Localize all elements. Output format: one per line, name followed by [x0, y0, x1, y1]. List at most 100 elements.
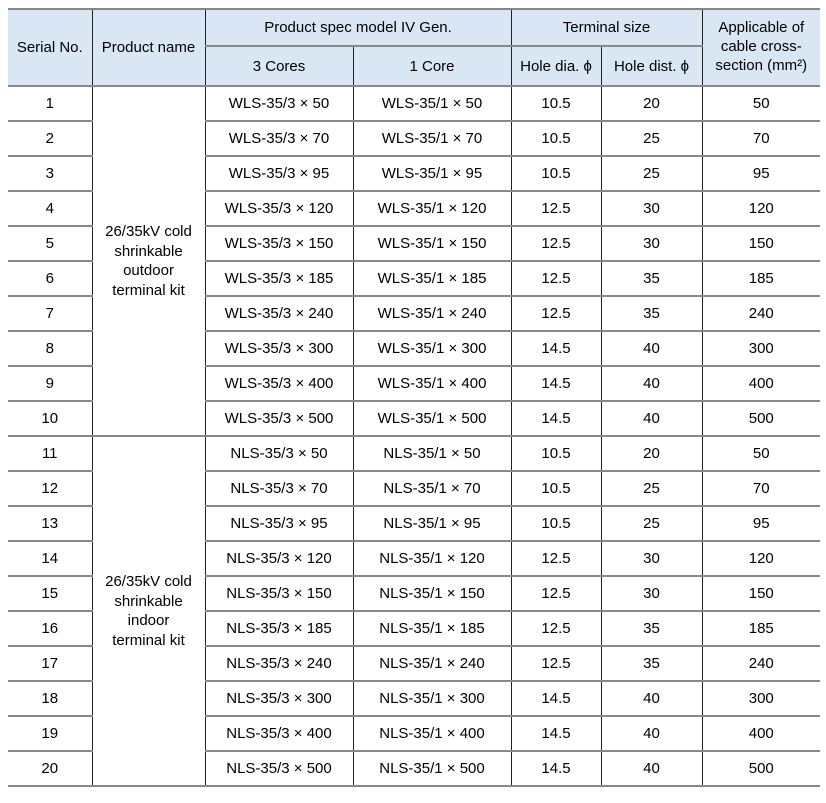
cell-hole-dist: 40 [600, 750, 703, 787]
cell-serial: 12 [8, 470, 93, 507]
table-body: 1 26/35kV cold shrinkable outdoor termin… [8, 85, 821, 787]
cell-hole-dia: 12.5 [510, 260, 602, 297]
cell-hole-dist: 25 [600, 505, 703, 542]
cell-hole-dist: 40 [600, 715, 703, 752]
cell-serial: 1 [8, 85, 93, 122]
cell-3cores-model: WLS-35/3 × 240 [204, 295, 354, 332]
header-hole-dist: Hole dist. ϕ [600, 45, 703, 87]
cell-3cores-model: WLS-35/3 × 150 [204, 225, 354, 262]
cell-cross-section: 185 [701, 260, 821, 297]
table-row: 6 WLS-35/3 × 185 WLS-35/1 × 185 12.5 35 … [8, 260, 821, 297]
cell-cross-section: 50 [701, 435, 821, 472]
cell-hole-dia: 12.5 [510, 540, 602, 577]
cell-serial: 2 [8, 120, 93, 157]
cell-cross-section: 185 [701, 610, 821, 647]
cell-serial: 11 [8, 435, 93, 472]
table-row: 11 26/35kV cold shrinkable indoor termin… [8, 435, 821, 787]
cell-serial: 6 [8, 260, 93, 297]
cell-serial: 7 [8, 295, 93, 332]
cell-1core-model: NLS-35/1 × 150 [352, 575, 512, 612]
table-row: 15 NLS-35/3 × 150 NLS-35/1 × 150 12.5 30… [8, 575, 821, 612]
cell-serial: 16 [8, 610, 93, 647]
cell-cross-section: 95 [701, 155, 821, 192]
product-spec-table: Serial No. Product name Product spec mod… [8, 8, 821, 787]
cell-cross-section: 95 [701, 505, 821, 542]
cell-cross-section: 240 [701, 645, 821, 682]
cell-hole-dist: 40 [600, 365, 703, 402]
cell-hole-dist: 25 [600, 470, 703, 507]
table-row: 1 26/35kV cold shrinkable outdoor termin… [8, 85, 821, 437]
table-row: 16 NLS-35/3 × 185 NLS-35/1 × 185 12.5 35… [8, 610, 821, 647]
cell-hole-dia: 10.5 [510, 155, 602, 192]
cell-1core-model: WLS-35/1 × 400 [352, 365, 512, 402]
cell-hole-dia: 10.5 [510, 505, 602, 542]
header-hole-dia: Hole dia. ϕ [510, 45, 602, 87]
cell-3cores-model: NLS-35/3 × 150 [204, 575, 354, 612]
cell-serial: 19 [8, 715, 93, 752]
table-header: Serial No. Product name Product spec mod… [8, 8, 821, 87]
cell-3cores-model: NLS-35/3 × 50 [204, 435, 354, 472]
cell-3cores-model: WLS-35/3 × 185 [204, 260, 354, 297]
header-serial-no: Serial No. [8, 8, 93, 87]
cell-hole-dia: 12.5 [510, 610, 602, 647]
cell-hole-dia: 10.5 [510, 435, 602, 472]
cell-hole-dist: 35 [600, 260, 703, 297]
cell-1core-model: WLS-35/1 × 95 [352, 155, 512, 192]
cell-3cores-model: WLS-35/3 × 70 [204, 120, 354, 157]
cell-hole-dist: 25 [600, 120, 703, 157]
header-row: Serial No. Product name Product spec mod… [8, 8, 821, 87]
cell-hole-dia: 12.5 [510, 645, 602, 682]
table-row: 17 NLS-35/3 × 240 NLS-35/1 × 240 12.5 35… [8, 645, 821, 682]
cell-1core-model: WLS-35/1 × 50 [352, 85, 512, 122]
cell-serial: 18 [8, 680, 93, 717]
cell-cross-section: 120 [701, 190, 821, 227]
table-row: 7 WLS-35/3 × 240 WLS-35/1 × 240 12.5 35 … [8, 295, 821, 332]
cell-hole-dia: 12.5 [510, 225, 602, 262]
cell-3cores-model: NLS-35/3 × 185 [204, 610, 354, 647]
cell-hole-dist: 35 [600, 610, 703, 647]
table-row: 14 NLS-35/3 × 120 NLS-35/1 × 120 12.5 30… [8, 540, 821, 577]
table-row: 2 WLS-35/3 × 70 WLS-35/1 × 70 10.5 25 70 [8, 120, 821, 157]
cell-1core-model: WLS-35/1 × 70 [352, 120, 512, 157]
cell-cross-section: 500 [701, 400, 821, 437]
cell-3cores-model: WLS-35/3 × 500 [204, 400, 354, 437]
cell-hole-dist: 20 [600, 85, 703, 122]
header-terminal-size-group: Terminal size [510, 8, 703, 47]
cell-hole-dia: 10.5 [510, 470, 602, 507]
cell-1core-model: NLS-35/1 × 185 [352, 610, 512, 647]
cell-cross-section: 120 [701, 540, 821, 577]
cell-serial: 3 [8, 155, 93, 192]
cell-hole-dia: 12.5 [510, 295, 602, 332]
cell-hole-dist: 40 [600, 680, 703, 717]
cell-1core-model: WLS-35/1 × 500 [352, 400, 512, 437]
table-row: 10 WLS-35/3 × 500 WLS-35/1 × 500 14.5 40… [8, 400, 821, 437]
cell-3cores-model: WLS-35/3 × 95 [204, 155, 354, 192]
cell-serial: 14 [8, 540, 93, 577]
header-product-name: Product name [91, 8, 206, 87]
table-row: 4 WLS-35/3 × 120 WLS-35/1 × 120 12.5 30 … [8, 190, 821, 227]
cell-hole-dist: 35 [600, 295, 703, 332]
cell-cross-section: 400 [701, 715, 821, 752]
cell-cross-section: 50 [701, 85, 821, 122]
cell-1core-model: WLS-35/1 × 300 [352, 330, 512, 367]
table-row: 19 NLS-35/3 × 400 NLS-35/1 × 400 14.5 40… [8, 715, 821, 752]
table-row: 5 WLS-35/3 × 150 WLS-35/1 × 150 12.5 30 … [8, 225, 821, 262]
cell-hole-dia: 14.5 [510, 400, 602, 437]
header-3-cores: 3 Cores [205, 45, 354, 87]
cell-hole-dia: 14.5 [510, 330, 602, 367]
cell-serial: 10 [8, 400, 93, 437]
cell-1core-model: NLS-35/1 × 300 [352, 680, 512, 717]
cell-serial: 5 [8, 225, 93, 262]
cell-hole-dia: 10.5 [510, 85, 602, 122]
cell-serial: 17 [8, 645, 93, 682]
cell-1core-model: NLS-35/1 × 95 [352, 505, 512, 542]
cell-cross-section: 400 [701, 365, 821, 402]
cell-hole-dist: 25 [600, 155, 703, 192]
table-row: 8 WLS-35/3 × 300 WLS-35/1 × 300 14.5 40 … [8, 330, 821, 367]
cell-hole-dia: 14.5 [510, 365, 602, 402]
cell-1core-model: NLS-35/1 × 70 [352, 470, 512, 507]
cell-hole-dist: 20 [600, 435, 703, 472]
cell-cross-section: 240 [701, 295, 821, 332]
cell-1core-model: NLS-35/1 × 120 [352, 540, 512, 577]
cell-serial: 15 [8, 575, 93, 612]
